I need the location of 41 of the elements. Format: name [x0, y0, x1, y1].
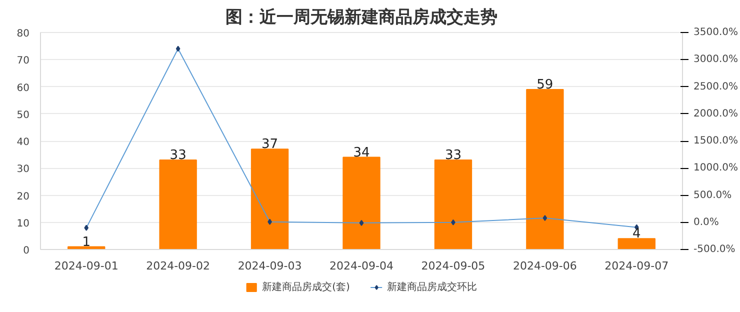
bar: [342, 156, 380, 250]
bar: [159, 159, 197, 250]
y2-tick-label: -500.0%: [694, 244, 736, 255]
y-tick-label: 70: [16, 56, 30, 67]
data-label: 37: [262, 137, 278, 152]
chart-title: 图：近一周无锡新建商品房成交走势: [226, 8, 498, 28]
x-tick-label: 2024-09-02: [146, 260, 210, 272]
y-tick-label: 20: [16, 191, 30, 202]
y-tick-label: 80: [16, 28, 30, 40]
y-tick-label: 40: [16, 137, 30, 148]
legend-label: 新建商品房成交环比: [386, 280, 477, 294]
y2-tick-label: 2000.0%: [694, 108, 738, 120]
y-tick-label: 10: [16, 218, 30, 230]
y2-tick-label: 1000.0%: [694, 162, 738, 174]
legend-label: 新建商品房成交(套): [262, 280, 350, 294]
data-label: 1: [82, 234, 91, 250]
x-tick-label: 2024-09-03: [238, 260, 302, 272]
y-tick-label: 30: [16, 164, 30, 176]
bar: [526, 88, 564, 250]
y2-tick-label: 1500.0%: [694, 136, 738, 146]
y2-tick-label: 3500.0%: [694, 27, 738, 38]
y2-tick-label: 2500.0%: [694, 81, 738, 92]
data-label: 4: [632, 226, 641, 242]
x-tick-label: 2024-09-01: [54, 260, 118, 272]
y-tick-label: 50: [16, 110, 30, 121]
data-label: 33: [170, 148, 186, 163]
x-tick-label: 2024-09-04: [330, 260, 394, 272]
x-tick-label: 2024-09-07: [604, 260, 669, 272]
x-tick-label: 2024-09-05: [421, 260, 486, 272]
bar: [250, 148, 289, 250]
y2-tick-label: 3000.0%: [694, 54, 738, 66]
data-label: 33: [444, 148, 462, 163]
data-label: 34: [353, 145, 370, 160]
y-tick-label: 60: [16, 82, 30, 94]
data-label: 59: [536, 77, 554, 92]
bar: [434, 159, 472, 250]
x-tick-label: 2024-09-06: [512, 260, 577, 272]
y-tick-label: 0: [23, 246, 30, 256]
y2-tick-label: 500.0%: [694, 190, 732, 201]
bar: [618, 238, 656, 250]
y2-tick-label: 0.0%: [694, 216, 719, 228]
